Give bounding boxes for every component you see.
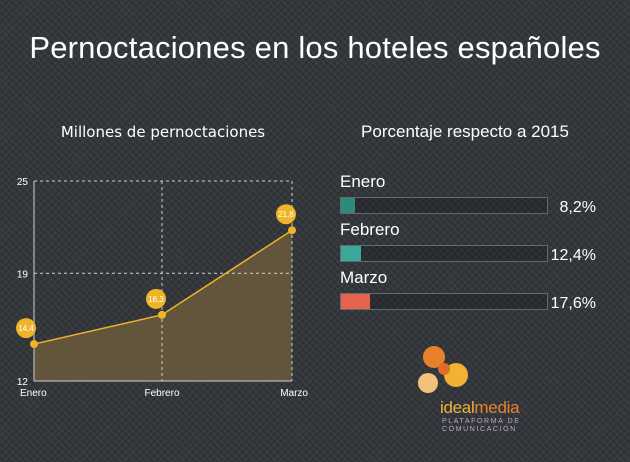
bar-value: 12,4% bbox=[550, 247, 596, 264]
x-tick-label: Marzo bbox=[280, 388, 308, 399]
bar-label: Enero bbox=[340, 172, 386, 191]
data-label: 14,4 bbox=[18, 324, 34, 333]
x-tick-label: Febrero bbox=[144, 388, 179, 399]
bar-value: 17,6% bbox=[550, 295, 596, 312]
chart-area bbox=[34, 230, 292, 381]
data-label-bubble bbox=[276, 204, 296, 225]
bar-value: 8,2% bbox=[559, 199, 596, 216]
y-tick-label: 19 bbox=[17, 269, 29, 280]
logo-word-a: ideal bbox=[440, 398, 475, 417]
bar-chart-title: Porcentaje respecto a 2015 bbox=[361, 122, 569, 141]
line-chart: 12 19 25 Enero Febrero Marzo 14,4 16,3 21,8 bbox=[16, 177, 308, 399]
data-point bbox=[158, 310, 166, 319]
logo-tagline: PLATAFORMA DE COMUNICACIÓN bbox=[442, 418, 521, 434]
bar-enero bbox=[341, 198, 355, 213]
bar-label: Marzo bbox=[340, 268, 388, 287]
x-tick-label: Enero bbox=[20, 388, 47, 399]
bar-marzo bbox=[341, 294, 370, 309]
page-title: Pernoctaciones en los hoteles españoles bbox=[29, 30, 601, 65]
data-point bbox=[288, 226, 296, 235]
data-point bbox=[30, 340, 38, 349]
logo-tagline-2: COMUNICACIÓN bbox=[442, 426, 517, 433]
bar-row-enero: Enero 8,2% bbox=[340, 172, 610, 232]
bar-track bbox=[340, 245, 548, 262]
logo-tagline-1: PLATAFORMA DE bbox=[442, 418, 521, 425]
data-label: 16,3 bbox=[148, 295, 164, 304]
bar-row-marzo: Marzo 17,6% bbox=[340, 268, 610, 328]
y-tick-label: 25 bbox=[17, 177, 29, 188]
bar-track bbox=[340, 293, 548, 310]
y-tick-label: 12 bbox=[17, 377, 29, 388]
bar-febrero bbox=[341, 246, 362, 261]
bar-track bbox=[340, 197, 548, 214]
logo-wordmark: idealmedia bbox=[440, 398, 520, 418]
bar-row-febrero: Febrero 12,4% bbox=[340, 220, 610, 280]
logo-word-b: media bbox=[474, 398, 520, 417]
data-label-bubble bbox=[146, 288, 166, 309]
data-label: 21,8 bbox=[278, 210, 294, 219]
idealmedia-logo-icon bbox=[418, 346, 468, 393]
data-label-bubble bbox=[16, 318, 36, 339]
line-chart-title: Millones de pernoctaciones bbox=[60, 123, 266, 141]
bar-label: Febrero bbox=[340, 220, 400, 239]
